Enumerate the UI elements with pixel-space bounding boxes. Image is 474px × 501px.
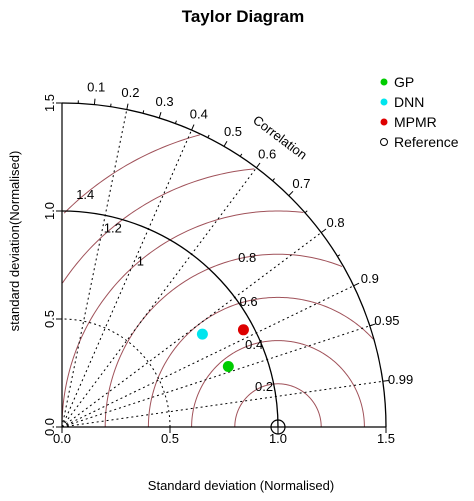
- correlation-tick-label: 0.95: [374, 313, 399, 328]
- correlation-tick-mark: [93, 98, 96, 105]
- rms-label: 1.4: [76, 187, 94, 202]
- correlation-ray: [61, 129, 193, 428]
- legend-label-dnn: DNN: [394, 94, 424, 110]
- correlation-tick-label: 0.99: [388, 372, 413, 387]
- correlation-ray: [61, 325, 370, 428]
- correlation-tick-mark: [158, 112, 162, 119]
- correlation-tick-mark: [191, 124, 195, 131]
- correlation-ray: [61, 167, 257, 428]
- correlation-minor-tick: [207, 134, 210, 138]
- rms-label: 0.6: [240, 294, 258, 309]
- y-axis-label: standard deviation(Normalised): [7, 151, 22, 332]
- y-tick-label: 1.5: [42, 94, 57, 112]
- correlation-tick-mark: [255, 162, 261, 169]
- correlation-tick-label: 0.5: [224, 124, 242, 139]
- correlation-ray: [61, 109, 128, 428]
- correlation-tick-mark: [288, 190, 294, 196]
- correlation-minor-tick: [239, 153, 243, 157]
- rms-contour: [147, 296, 374, 428]
- point-mpmr: [237, 324, 249, 336]
- correlation-minor-tick: [369, 324, 373, 327]
- y-tick-label: 1.0: [42, 202, 57, 220]
- x-tick-label: 1.0: [269, 431, 287, 446]
- correlation-tick-mark: [320, 228, 327, 234]
- rms-contour: [104, 253, 343, 428]
- rms-label: 1: [137, 254, 144, 269]
- correlation-tick-label: 0.8: [327, 215, 345, 230]
- rms-contour: [234, 383, 322, 427]
- sd-arc-0.5: [61, 318, 171, 428]
- rms-contour: [62, 168, 255, 284]
- x-axis-label: Standard deviation (Normalised): [148, 478, 334, 493]
- correlation-minor-tick: [142, 110, 145, 114]
- rms-label: 1.2: [104, 220, 122, 235]
- correlation-tick-label: 0.1: [87, 80, 105, 95]
- correlation-minor-tick: [304, 210, 308, 214]
- correlation-tick-mark: [353, 282, 360, 287]
- x-tick-label: 0.5: [161, 431, 179, 446]
- legend-label-reference: Reference: [394, 134, 459, 150]
- outer-arc: [61, 102, 387, 428]
- correlation-tick-label: 0.7: [292, 176, 310, 191]
- legend-label-gp: GP: [394, 74, 414, 90]
- correlation-tick-mark: [382, 379, 389, 382]
- correlation-minor-tick: [272, 178, 275, 182]
- correlation-tick-label: 0.4: [190, 107, 208, 122]
- rms-label: 0.2: [255, 379, 273, 394]
- y-tick-label: 0.0: [42, 418, 57, 436]
- legend: GP DNN MPMR Reference: [380, 74, 459, 150]
- y-tick-label: 0.5: [42, 310, 57, 328]
- rms-contour: [191, 340, 365, 428]
- legend-marker-gp: [380, 78, 388, 86]
- correlation-tick-label: 0.2: [121, 85, 139, 100]
- correlation-minor-tick: [174, 120, 177, 124]
- rms-contour: [63, 134, 200, 214]
- sd-arc-reference: [61, 210, 279, 428]
- correlation-ray: [61, 232, 322, 428]
- legend-marker-mpmr: [380, 118, 388, 126]
- legend-marker-dnn: [380, 98, 388, 106]
- x-tick-label: 1.5: [377, 431, 395, 446]
- correlation-ray: [61, 380, 383, 428]
- rms-label: 0.8: [238, 250, 256, 265]
- point-dnn: [196, 328, 208, 340]
- correlation-minor-tick: [337, 254, 341, 257]
- point-gp: [222, 361, 234, 373]
- legend-marker-reference: [380, 138, 388, 146]
- plot-area: 0.00.0 0.5 0.5 1.0 1.0 1.5 1.5 0.1 0.2 0.3 0.4 0.5 0…: [42, 80, 413, 446]
- rms-label: 0.4: [245, 337, 263, 352]
- correlation-ray: [61, 285, 354, 428]
- correlation-tick-mark: [223, 140, 228, 147]
- correlation-tick-mark: [126, 103, 129, 110]
- correlation-tick-label: 0.9: [361, 271, 379, 286]
- correlation-tick-label: 0.6: [258, 146, 276, 161]
- correlation-tick-label: 0.3: [156, 94, 174, 109]
- x-tick-label: 0.0: [53, 431, 71, 446]
- rms-contour: [61, 210, 304, 428]
- legend-label-mpmr: MPMR: [394, 114, 437, 130]
- chart-title: Taylor Diagram: [182, 7, 305, 26]
